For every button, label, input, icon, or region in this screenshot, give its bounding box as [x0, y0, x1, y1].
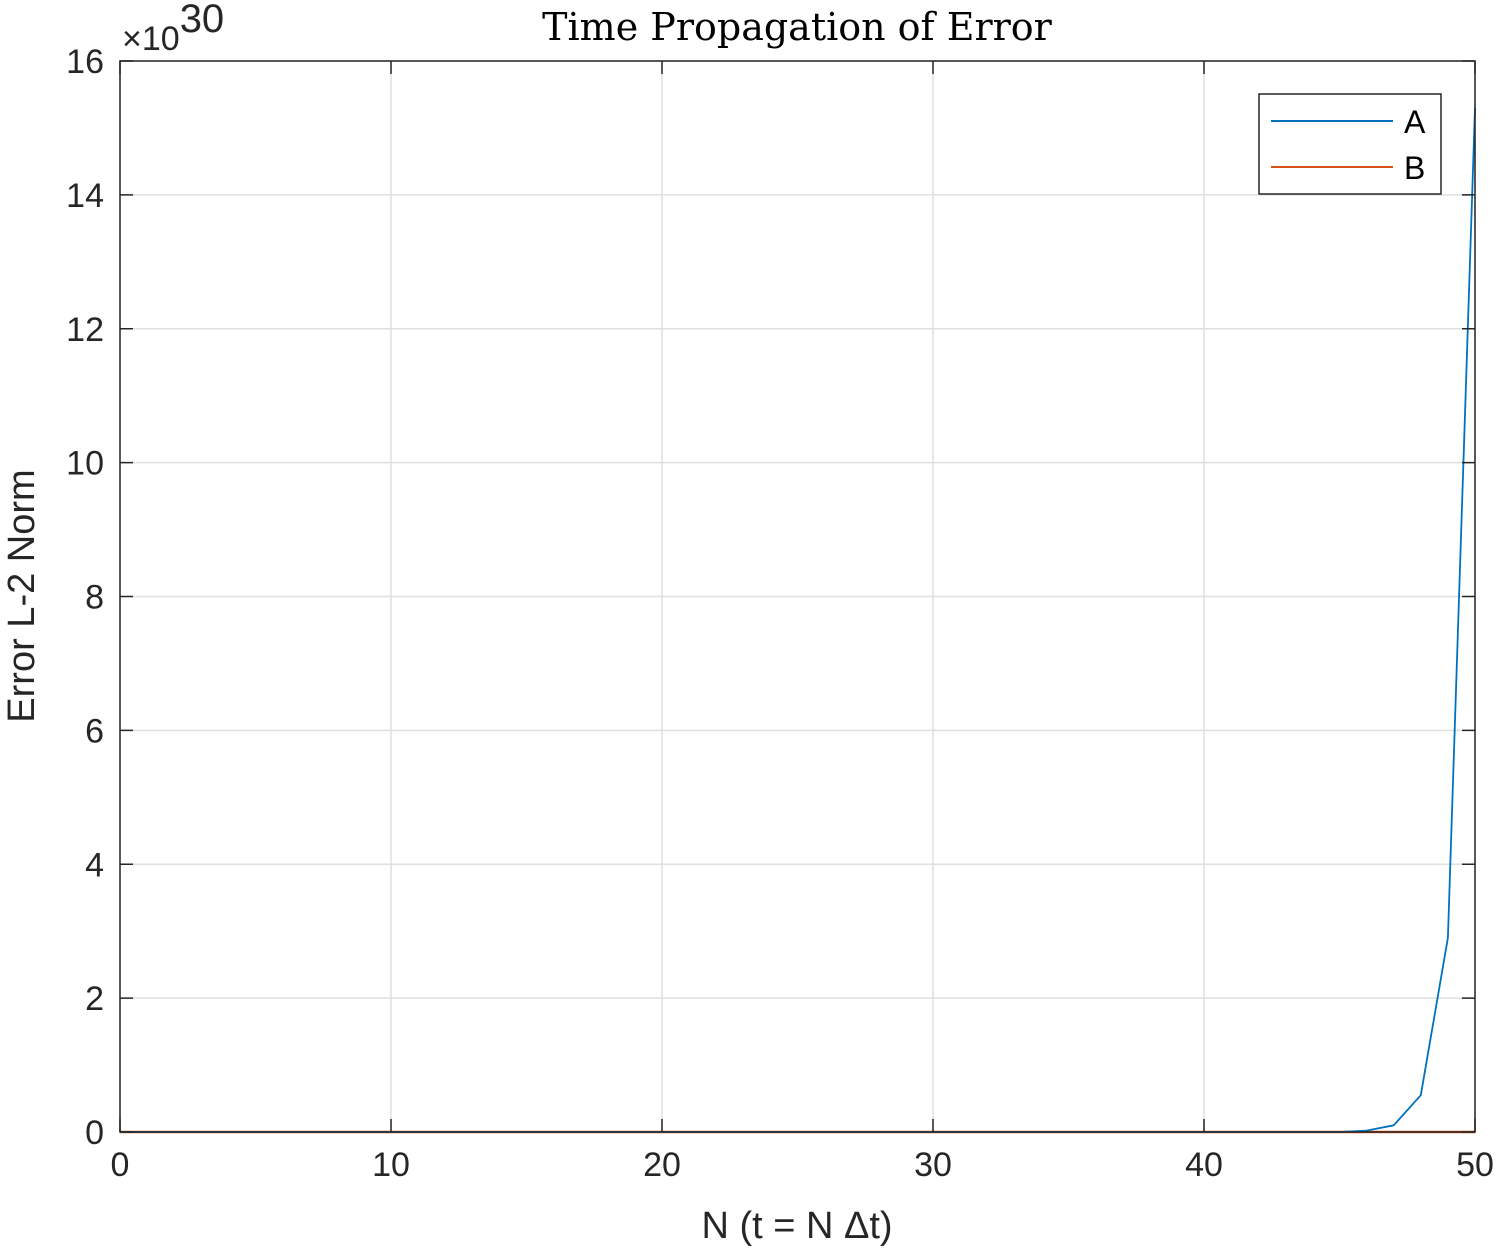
y-tick-label: 16	[66, 43, 104, 81]
chart-title: Time Propagation of Error	[542, 5, 1052, 49]
x-tick-label: 40	[1185, 1146, 1223, 1184]
y-tick-label: 2	[85, 980, 104, 1018]
y-tick-label: 10	[66, 445, 104, 483]
x-tick-label: 30	[914, 1146, 952, 1184]
y-exponent-label: ×1030	[122, 0, 224, 58]
x-tick-label: 0	[111, 1146, 130, 1184]
x-tick-label: 10	[372, 1146, 410, 1184]
ticks: 0 10 20 30 40 50 0 2 4 6 8 10 12 14 16	[66, 43, 1494, 1184]
x-tick-label: 20	[643, 1146, 681, 1184]
legend-label-a: A	[1404, 104, 1426, 140]
y-axis-label: Error L-2 Norm	[1, 469, 43, 722]
y-tick-label: 8	[85, 579, 104, 617]
x-axis-label: N (t = N Δt)	[701, 1205, 892, 1247]
y-tick-label: 12	[66, 311, 104, 349]
y-tick-label: 6	[85, 712, 104, 750]
legend-label-b: B	[1404, 150, 1425, 186]
legend: A B	[1258, 93, 1442, 195]
y-tick-label: 0	[85, 1114, 104, 1152]
y-exponent-power: 30	[180, 0, 225, 41]
y-tick-label: 4	[85, 846, 104, 884]
y-exponent-times: ×10	[122, 20, 180, 58]
legend-box	[1258, 93, 1442, 195]
x-tick-label: 50	[1456, 1146, 1494, 1184]
y-tick-label: 14	[66, 177, 104, 215]
